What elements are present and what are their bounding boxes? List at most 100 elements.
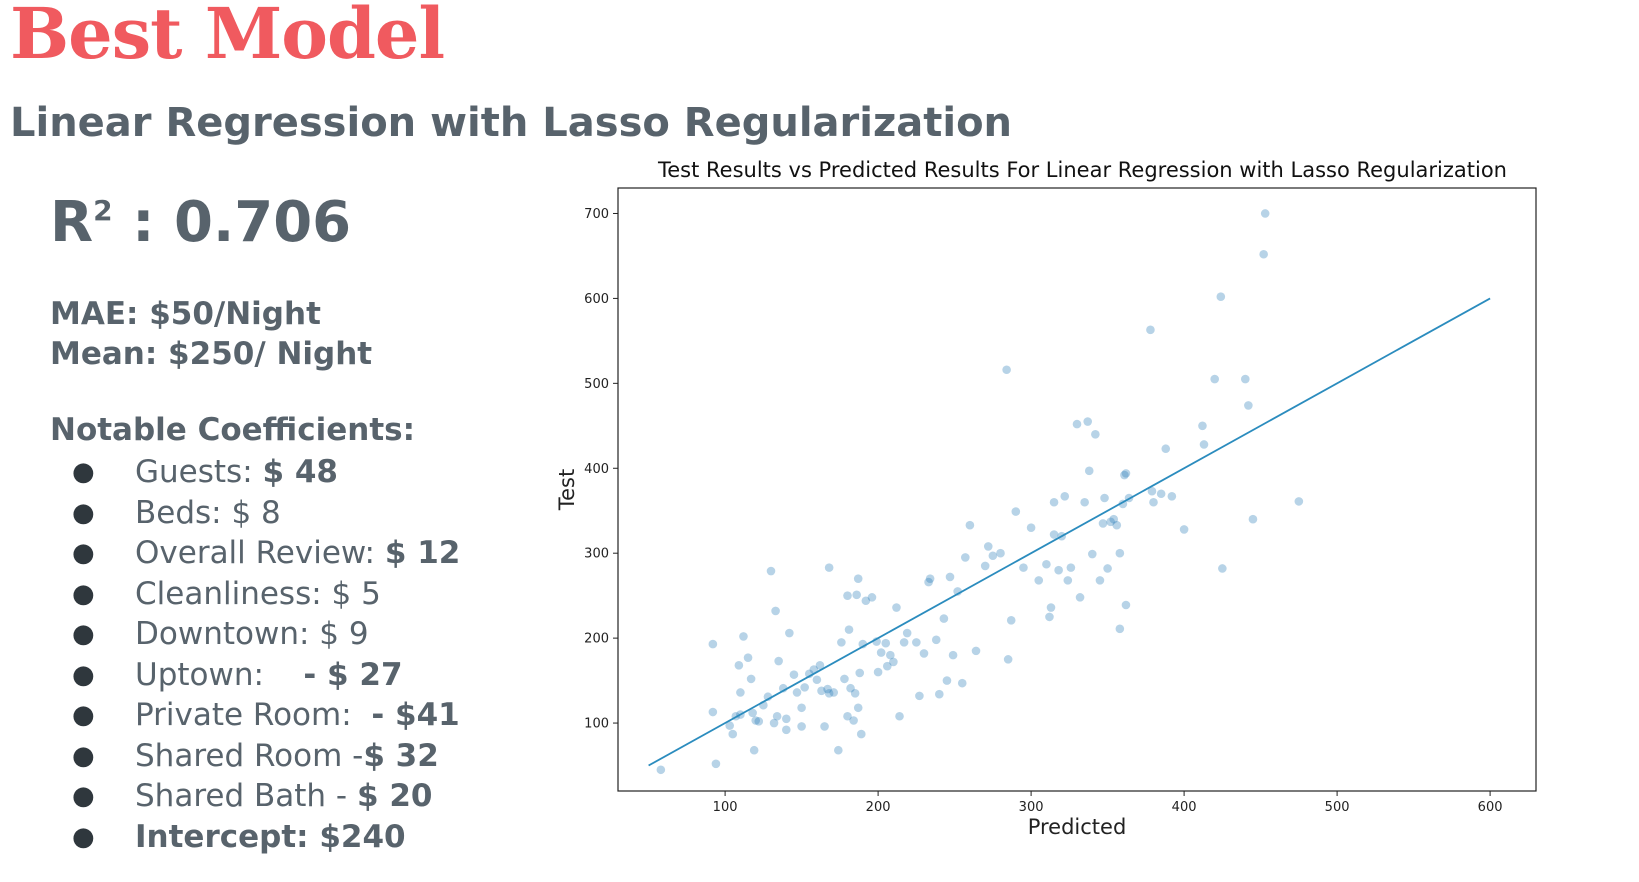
y-tick-label: 300 (584, 547, 609, 562)
x-tick-label: 400 (1172, 800, 1197, 815)
r2-score: R2 : 0.706 (50, 190, 351, 255)
coefficient-value: - $41 (371, 697, 460, 733)
data-point (1179, 525, 1189, 534)
data-point (812, 675, 822, 685)
data-point (1054, 565, 1063, 575)
data-point (766, 566, 776, 576)
coefficient-label: Private Room: (135, 697, 372, 733)
x-tick-label: 200 (866, 800, 891, 815)
subtitle-connector: with (416, 100, 543, 146)
data-point (1106, 517, 1115, 527)
data-point (1244, 401, 1253, 410)
data-point (1259, 249, 1268, 259)
data-point (1072, 419, 1082, 429)
coefficient-label: Overall Review: (135, 535, 385, 571)
coefficient-label: Shared Room - (135, 737, 364, 774)
data-point (785, 628, 794, 638)
data-point (782, 714, 791, 724)
r2-value: : 0.706 (112, 190, 352, 255)
data-point (1120, 470, 1129, 480)
regularization-name: Lasso Regularization (542, 100, 1013, 146)
coefficient-value: - $ 27 (303, 656, 403, 693)
data-point (846, 683, 855, 693)
data-point (899, 638, 909, 647)
data-point (748, 708, 757, 718)
data-point (902, 628, 912, 638)
coefficient-value: $ 9 (319, 616, 369, 652)
data-point (844, 625, 854, 634)
data-point (774, 656, 783, 666)
data-point (824, 563, 834, 572)
data-point (980, 561, 990, 571)
coefficient-value: $ 32 (363, 737, 439, 774)
coefficient-label: Intercept: (135, 818, 320, 855)
data-point (1146, 325, 1155, 335)
y-axis-label: Test (555, 469, 579, 511)
data-point (1100, 493, 1109, 503)
data-point (988, 551, 998, 561)
x-tick-label: 300 (1019, 800, 1044, 815)
data-point (1098, 519, 1108, 528)
y-tick-label: 600 (584, 292, 609, 307)
data-point (1083, 417, 1093, 426)
data-point (754, 717, 764, 726)
data-point (829, 688, 839, 697)
data-point (843, 711, 852, 721)
data-point (1046, 603, 1056, 612)
coefficient-text: Private Room: - $41 (135, 695, 460, 735)
data-point (1218, 564, 1227, 573)
r2-letter: R (50, 190, 94, 255)
data-point (1060, 491, 1070, 501)
data-point (1091, 429, 1100, 439)
mean-metric: Mean: $250/ Night (50, 336, 373, 372)
coefficient-label: Uptown: (135, 656, 304, 693)
coefficient-text: Uptown: - $ 27 (135, 655, 403, 695)
data-point (961, 553, 970, 562)
coefficients-heading: Notable Coefficients: (50, 412, 416, 448)
chart-title: Test Results vs Predicted Results For Li… (657, 158, 1507, 182)
data-point (1034, 576, 1044, 585)
data-point (1075, 593, 1085, 602)
data-point (945, 572, 955, 582)
x-tick-label: 500 (1325, 800, 1350, 815)
data-point (792, 688, 802, 697)
data-point (850, 689, 860, 698)
mae-metric: MAE: $50/Night (50, 296, 321, 332)
regression-line (648, 297, 1491, 767)
data-point (1019, 563, 1028, 572)
data-point (873, 667, 883, 677)
data-point (925, 574, 935, 583)
coefficient-value: $ 20 (356, 778, 433, 814)
data-point (746, 674, 756, 684)
bullet-icon: ● (72, 497, 95, 528)
data-point (797, 722, 806, 731)
data-point (852, 590, 861, 600)
data-point (728, 729, 738, 739)
data-point (1121, 469, 1131, 478)
coefficient-label: Beds: (135, 494, 232, 531)
data-point (1088, 549, 1097, 559)
data-point (1147, 486, 1157, 496)
r2-superscript: 2 (93, 194, 113, 227)
data-point (886, 650, 895, 660)
data-point (912, 638, 921, 647)
coefficient-text: Shared Room -$ 32 (135, 736, 439, 776)
data-point (1149, 497, 1158, 507)
data-point (889, 657, 898, 667)
page-title: Best Model (10, 0, 445, 75)
plot-frame (617, 187, 1537, 792)
data-point (855, 668, 865, 678)
coefficient-text: Intercept: $240 (135, 817, 406, 857)
data-point (924, 577, 933, 587)
data-point (824, 689, 834, 698)
data-point (815, 661, 825, 670)
coefficient-label: Guests: (135, 454, 263, 490)
coefficient-value: $ 12 (384, 535, 461, 571)
data-point (1121, 600, 1131, 610)
scatter-chart: 100 200 300 400 500 600 100 200 300 400 500 600 700 P… (555, 187, 1537, 839)
coefficient-text: Beds: $ 8 (135, 493, 281, 533)
coefficient-label: Cleanliness: (135, 575, 332, 612)
bullet-icon: ● (72, 538, 95, 568)
bullet-icon: ● (72, 821, 95, 852)
data-point (739, 632, 748, 641)
